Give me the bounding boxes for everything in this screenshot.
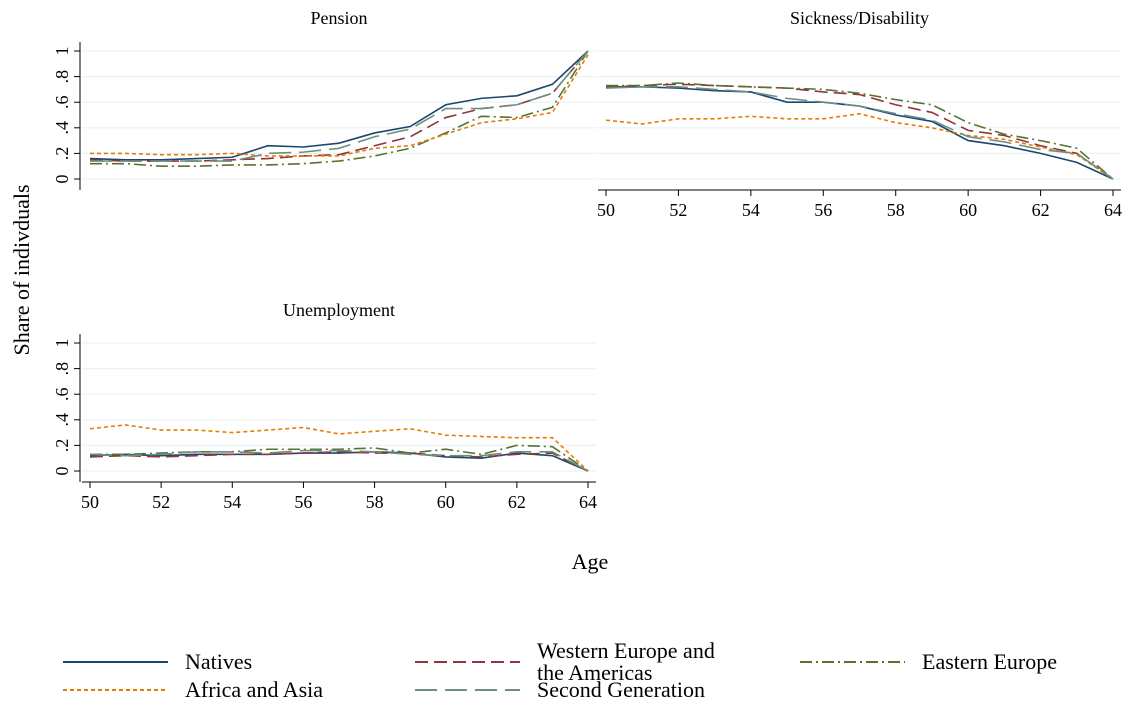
series-line <box>606 82 1114 180</box>
x-tick-label: 54 <box>742 200 760 220</box>
series-line <box>89 450 589 472</box>
y-tick-label: 1 <box>52 47 72 56</box>
x-tick-label: 64 <box>1104 200 1122 220</box>
y-axis-label: Share of indivduals <box>9 184 34 355</box>
x-tick-label: 52 <box>669 200 687 220</box>
y-tick-label: 0 <box>52 175 72 184</box>
x-tick-label: 62 <box>508 492 526 512</box>
series-line <box>90 50 589 162</box>
y-tick-label: .6 <box>52 95 72 109</box>
series-line <box>90 444 589 472</box>
series-line <box>89 449 589 472</box>
y-tick-label: .2 <box>52 147 72 161</box>
y-tick-label: .6 <box>52 387 72 401</box>
series-line <box>89 450 589 472</box>
legend-label: Second Generation <box>537 677 705 702</box>
y-tick-label: .8 <box>52 362 72 376</box>
series-line <box>605 86 1114 180</box>
y-tick-label: 1 <box>52 339 72 348</box>
panel-title: Pension <box>310 8 367 28</box>
x-tick-label: 52 <box>152 492 170 512</box>
x-tick-label: 58 <box>887 200 905 220</box>
legend-label: Africa and Asia <box>185 677 324 702</box>
legend-label: Natives <box>185 649 253 674</box>
legend-label: Eastern Europe <box>922 649 1057 674</box>
y-tick-label: .8 <box>52 70 72 84</box>
series-line <box>606 86 1114 180</box>
x-tick-label: 54 <box>223 492 241 512</box>
panel-title: Sickness/Disability <box>790 8 929 28</box>
y-tick-label: .2 <box>52 439 72 453</box>
x-tick-label: 58 <box>366 492 384 512</box>
series-line <box>89 50 589 162</box>
x-tick-label: 64 <box>579 492 597 512</box>
y-tick-label: 0 <box>52 467 72 476</box>
panel-title: Unemployment <box>283 300 395 320</box>
x-tick-label: 60 <box>437 492 455 512</box>
legend-label: Western Europe and the Americas <box>537 638 715 685</box>
x-tick-label: 60 <box>959 200 977 220</box>
y-tick-label: .4 <box>52 413 72 427</box>
x-tick-label: 56 <box>814 200 832 220</box>
x-tick-label: 56 <box>294 492 312 512</box>
x-tick-label: 62 <box>1032 200 1050 220</box>
series-line <box>605 112 1114 180</box>
series-line <box>89 424 589 472</box>
x-tick-label: 50 <box>81 492 99 512</box>
series-line <box>89 50 589 161</box>
y-tick-label: .4 <box>52 121 72 135</box>
x-axis-label: Age <box>572 549 609 574</box>
x-tick-label: 50 <box>597 200 615 220</box>
series-line <box>90 50 589 167</box>
series-line <box>605 83 1114 180</box>
